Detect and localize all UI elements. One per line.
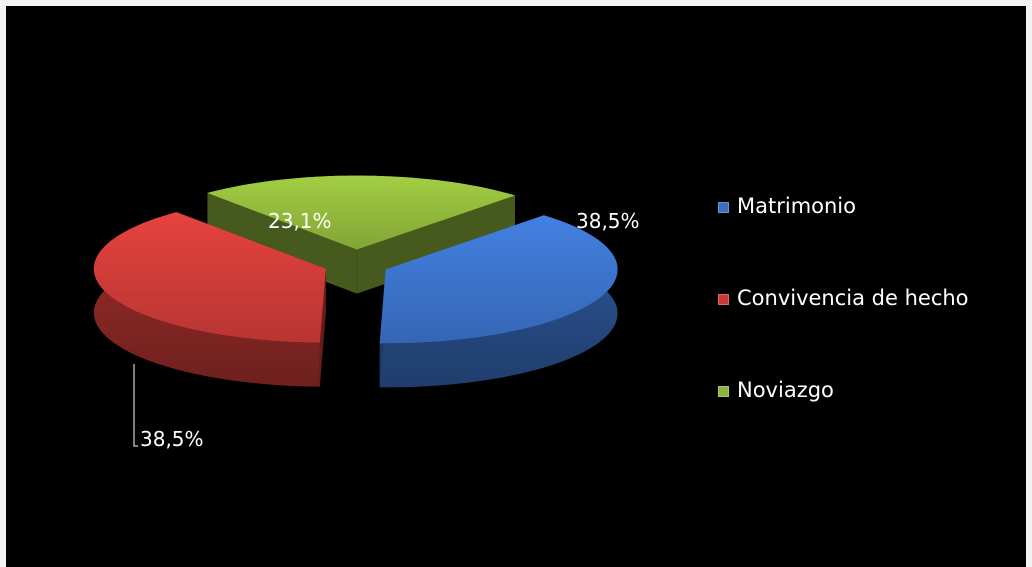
legend-label-noviazgo: Noviazgo: [737, 376, 834, 404]
legend-swatch-noviazgo: [718, 386, 729, 397]
data-label-matrimonio: 38,5%: [576, 209, 640, 233]
leader-line-convivencia: [134, 364, 138, 446]
legend-item-convivencia: Convivencia de hecho: [718, 284, 1018, 376]
data-label-convivencia: 38,5%: [140, 427, 204, 451]
legend-label-convivencia: Convivencia de hecho: [737, 284, 969, 312]
chart-frame: 38,5% 38,5% 23,1% Matrimonio Convivencia d…: [6, 6, 1026, 567]
legend-swatch-matrimonio: [718, 202, 729, 213]
data-label-noviazgo: 23,1%: [268, 209, 332, 233]
legend-label-matrimonio: Matrimonio: [737, 192, 856, 220]
legend-item-matrimonio: Matrimonio: [718, 192, 1018, 284]
legend: Matrimonio Convivencia de hecho Noviazgo: [718, 192, 1018, 468]
legend-item-noviazgo: Noviazgo: [718, 376, 1018, 468]
legend-swatch-convivencia: [718, 294, 729, 305]
